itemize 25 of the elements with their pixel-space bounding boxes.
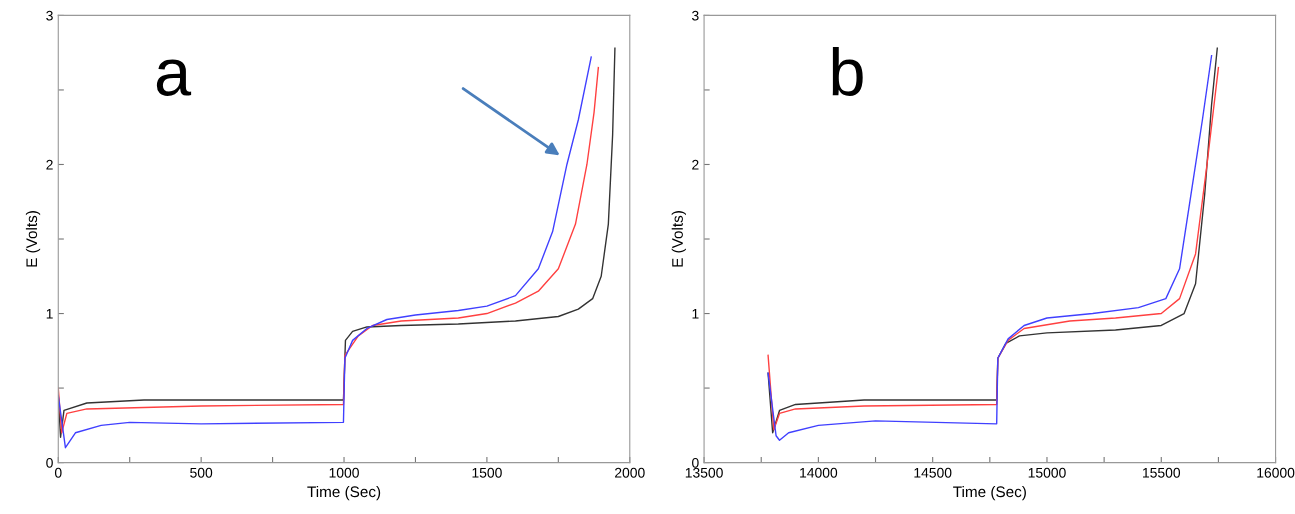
y-tick-label: 1 — [46, 309, 53, 319]
x-tick-label: 14000 — [800, 467, 838, 478]
annotation: a — [156, 59, 192, 96]
x-tick-label: 14500 — [914, 467, 952, 478]
x-tick-label: 13500 — [685, 467, 723, 478]
x-tick-label: 500 — [190, 467, 213, 478]
x-axis-title: Time (Sec) — [953, 485, 1026, 501]
x-tick-label: 15500 — [1143, 467, 1181, 478]
y-axis-title: E (Volts) — [25, 211, 41, 267]
y-tick-label: 1 — [692, 309, 699, 319]
x-tick-label: 2000 — [615, 467, 645, 478]
y-tick-label: 0 — [46, 457, 53, 468]
x-tick-label: 15000 — [1028, 467, 1066, 478]
x-tick-label: 1000 — [329, 467, 359, 478]
y-axis-title: E (Volts) — [671, 211, 686, 267]
x-tick-label: 16000 — [1257, 467, 1295, 478]
y-tick-label: 3 — [46, 10, 53, 21]
x-axis-title: Time (Sec) — [307, 485, 381, 501]
y-tick-label: 2 — [692, 159, 699, 170]
y-tick-label: 3 — [692, 10, 699, 21]
x-tick-label: 1500 — [472, 467, 502, 478]
annotation: b — [832, 46, 863, 96]
x-tick-label: 0 — [54, 467, 62, 478]
y-tick-label: 2 — [46, 159, 53, 170]
y-tick-label: 0 — [692, 457, 699, 468]
